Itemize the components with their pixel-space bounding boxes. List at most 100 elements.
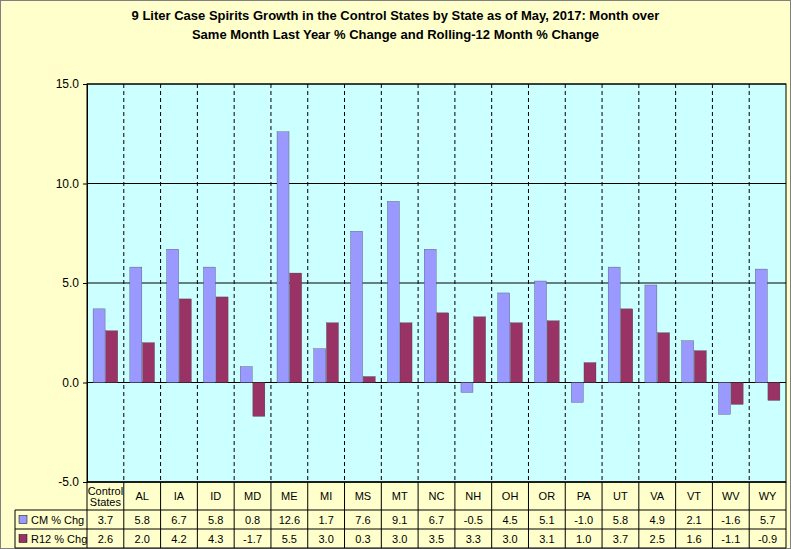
bar: [216, 297, 228, 383]
category-label: AL: [135, 490, 148, 502]
category-label: MS: [355, 490, 372, 502]
category-label: ME: [281, 490, 298, 502]
bar: [290, 273, 302, 382]
series: [106, 273, 780, 416]
y-tick-label: 10.0: [56, 177, 80, 191]
bar: [179, 299, 191, 383]
data-label: -1.1: [721, 533, 740, 545]
category-label: OH: [502, 490, 519, 502]
bar: [547, 321, 559, 383]
bar: [326, 323, 338, 383]
bar: [351, 231, 363, 382]
y-tick-mark: [83, 482, 87, 483]
data-label: 3.7: [98, 514, 113, 526]
table-line: [786, 482, 787, 548]
data-label: -0.9: [758, 533, 777, 545]
y-tick-mark: [83, 184, 87, 185]
data-label: 3.0: [502, 533, 517, 545]
data-label: 5.5: [282, 533, 297, 545]
bar: [498, 293, 510, 383]
data-label: 1.0: [576, 533, 591, 545]
data-label: 3.1: [539, 533, 554, 545]
bar: [608, 267, 620, 382]
table-line: [675, 482, 676, 548]
y-tick: -5.0: [58, 475, 87, 489]
legend-swatch: [19, 535, 27, 543]
table-line: [491, 482, 492, 548]
bar: [658, 333, 670, 383]
data-label: 5.8: [208, 514, 223, 526]
bar: [718, 383, 730, 415]
series: [93, 132, 767, 415]
table-line: [15, 510, 786, 511]
table-line: [454, 482, 455, 548]
data-label: 2.0: [135, 533, 150, 545]
bar: [130, 267, 142, 382]
category-label: VT: [687, 490, 701, 502]
table-line: [602, 482, 603, 548]
title-line: Same Month Last Year % Change and Rollin…: [192, 27, 599, 42]
data-label: 1.6: [686, 533, 701, 545]
table-line: [565, 482, 566, 548]
table-line: [528, 482, 529, 548]
table-line: [418, 482, 419, 548]
data-label: 2.1: [686, 514, 701, 526]
table-line: [270, 482, 271, 548]
bar: [240, 367, 252, 383]
bar: [645, 285, 657, 383]
legend-swatch: [19, 516, 27, 524]
table-line: [15, 510, 16, 548]
data-label: 3.0: [318, 533, 333, 545]
category-label: NH: [465, 490, 481, 502]
bar: [461, 383, 473, 393]
category-label: ControlStates: [88, 485, 123, 508]
legend-label: CM % Chg: [31, 514, 84, 526]
grid-line: [87, 482, 786, 483]
y-tick-label: 15.0: [56, 77, 80, 91]
data-label: 2.5: [650, 533, 665, 545]
data-label: 3.0: [392, 533, 407, 545]
table-line: [234, 482, 235, 548]
legend-label: R12 % Chg: [31, 533, 87, 545]
y-tick-mark: [83, 283, 87, 284]
bar: [437, 313, 449, 383]
data-label: 3.5: [429, 533, 444, 545]
category-label: UT: [613, 490, 628, 502]
table-line: [15, 548, 786, 549]
table-line: [15, 529, 786, 530]
category-label: WY: [759, 490, 777, 502]
bar: [621, 309, 633, 383]
data-label: -0.5: [464, 514, 483, 526]
data-label: -1.0: [574, 514, 593, 526]
bar: [535, 281, 547, 382]
bar: [363, 377, 375, 383]
category-label: WV: [722, 490, 740, 502]
table-line: [123, 482, 124, 548]
data-label: 4.3: [208, 533, 223, 545]
bar: [731, 383, 743, 405]
y-tick-label: 0.0: [62, 376, 79, 390]
grid-line: [87, 382, 786, 383]
data-label: 1.7: [318, 514, 333, 526]
bar: [694, 351, 706, 383]
y-tick: 0.0: [62, 376, 87, 390]
data-label: 5.1: [539, 514, 554, 526]
bar: [167, 249, 179, 382]
y-tick-label: -5.0: [58, 475, 79, 489]
category-label: MD: [244, 490, 261, 502]
table-line: [381, 482, 382, 548]
category-label: OR: [539, 490, 556, 502]
y-tick-mark: [83, 84, 87, 85]
bar: [314, 349, 326, 383]
data-label: 4.2: [171, 533, 186, 545]
bar: [93, 309, 105, 383]
y-tick-mark: [83, 383, 87, 384]
bar: [768, 383, 780, 401]
data-label: -1.6: [721, 514, 740, 526]
bar: [571, 383, 583, 403]
y-tick-label: 5.0: [62, 276, 79, 290]
data-label: 3.3: [466, 533, 481, 545]
table-line: [307, 482, 308, 548]
y-tick: 10.0: [56, 177, 87, 191]
data-table: ControlStatesALIAIDMDMEMIMSMTNCNHOHORPAU…: [15, 482, 786, 548]
